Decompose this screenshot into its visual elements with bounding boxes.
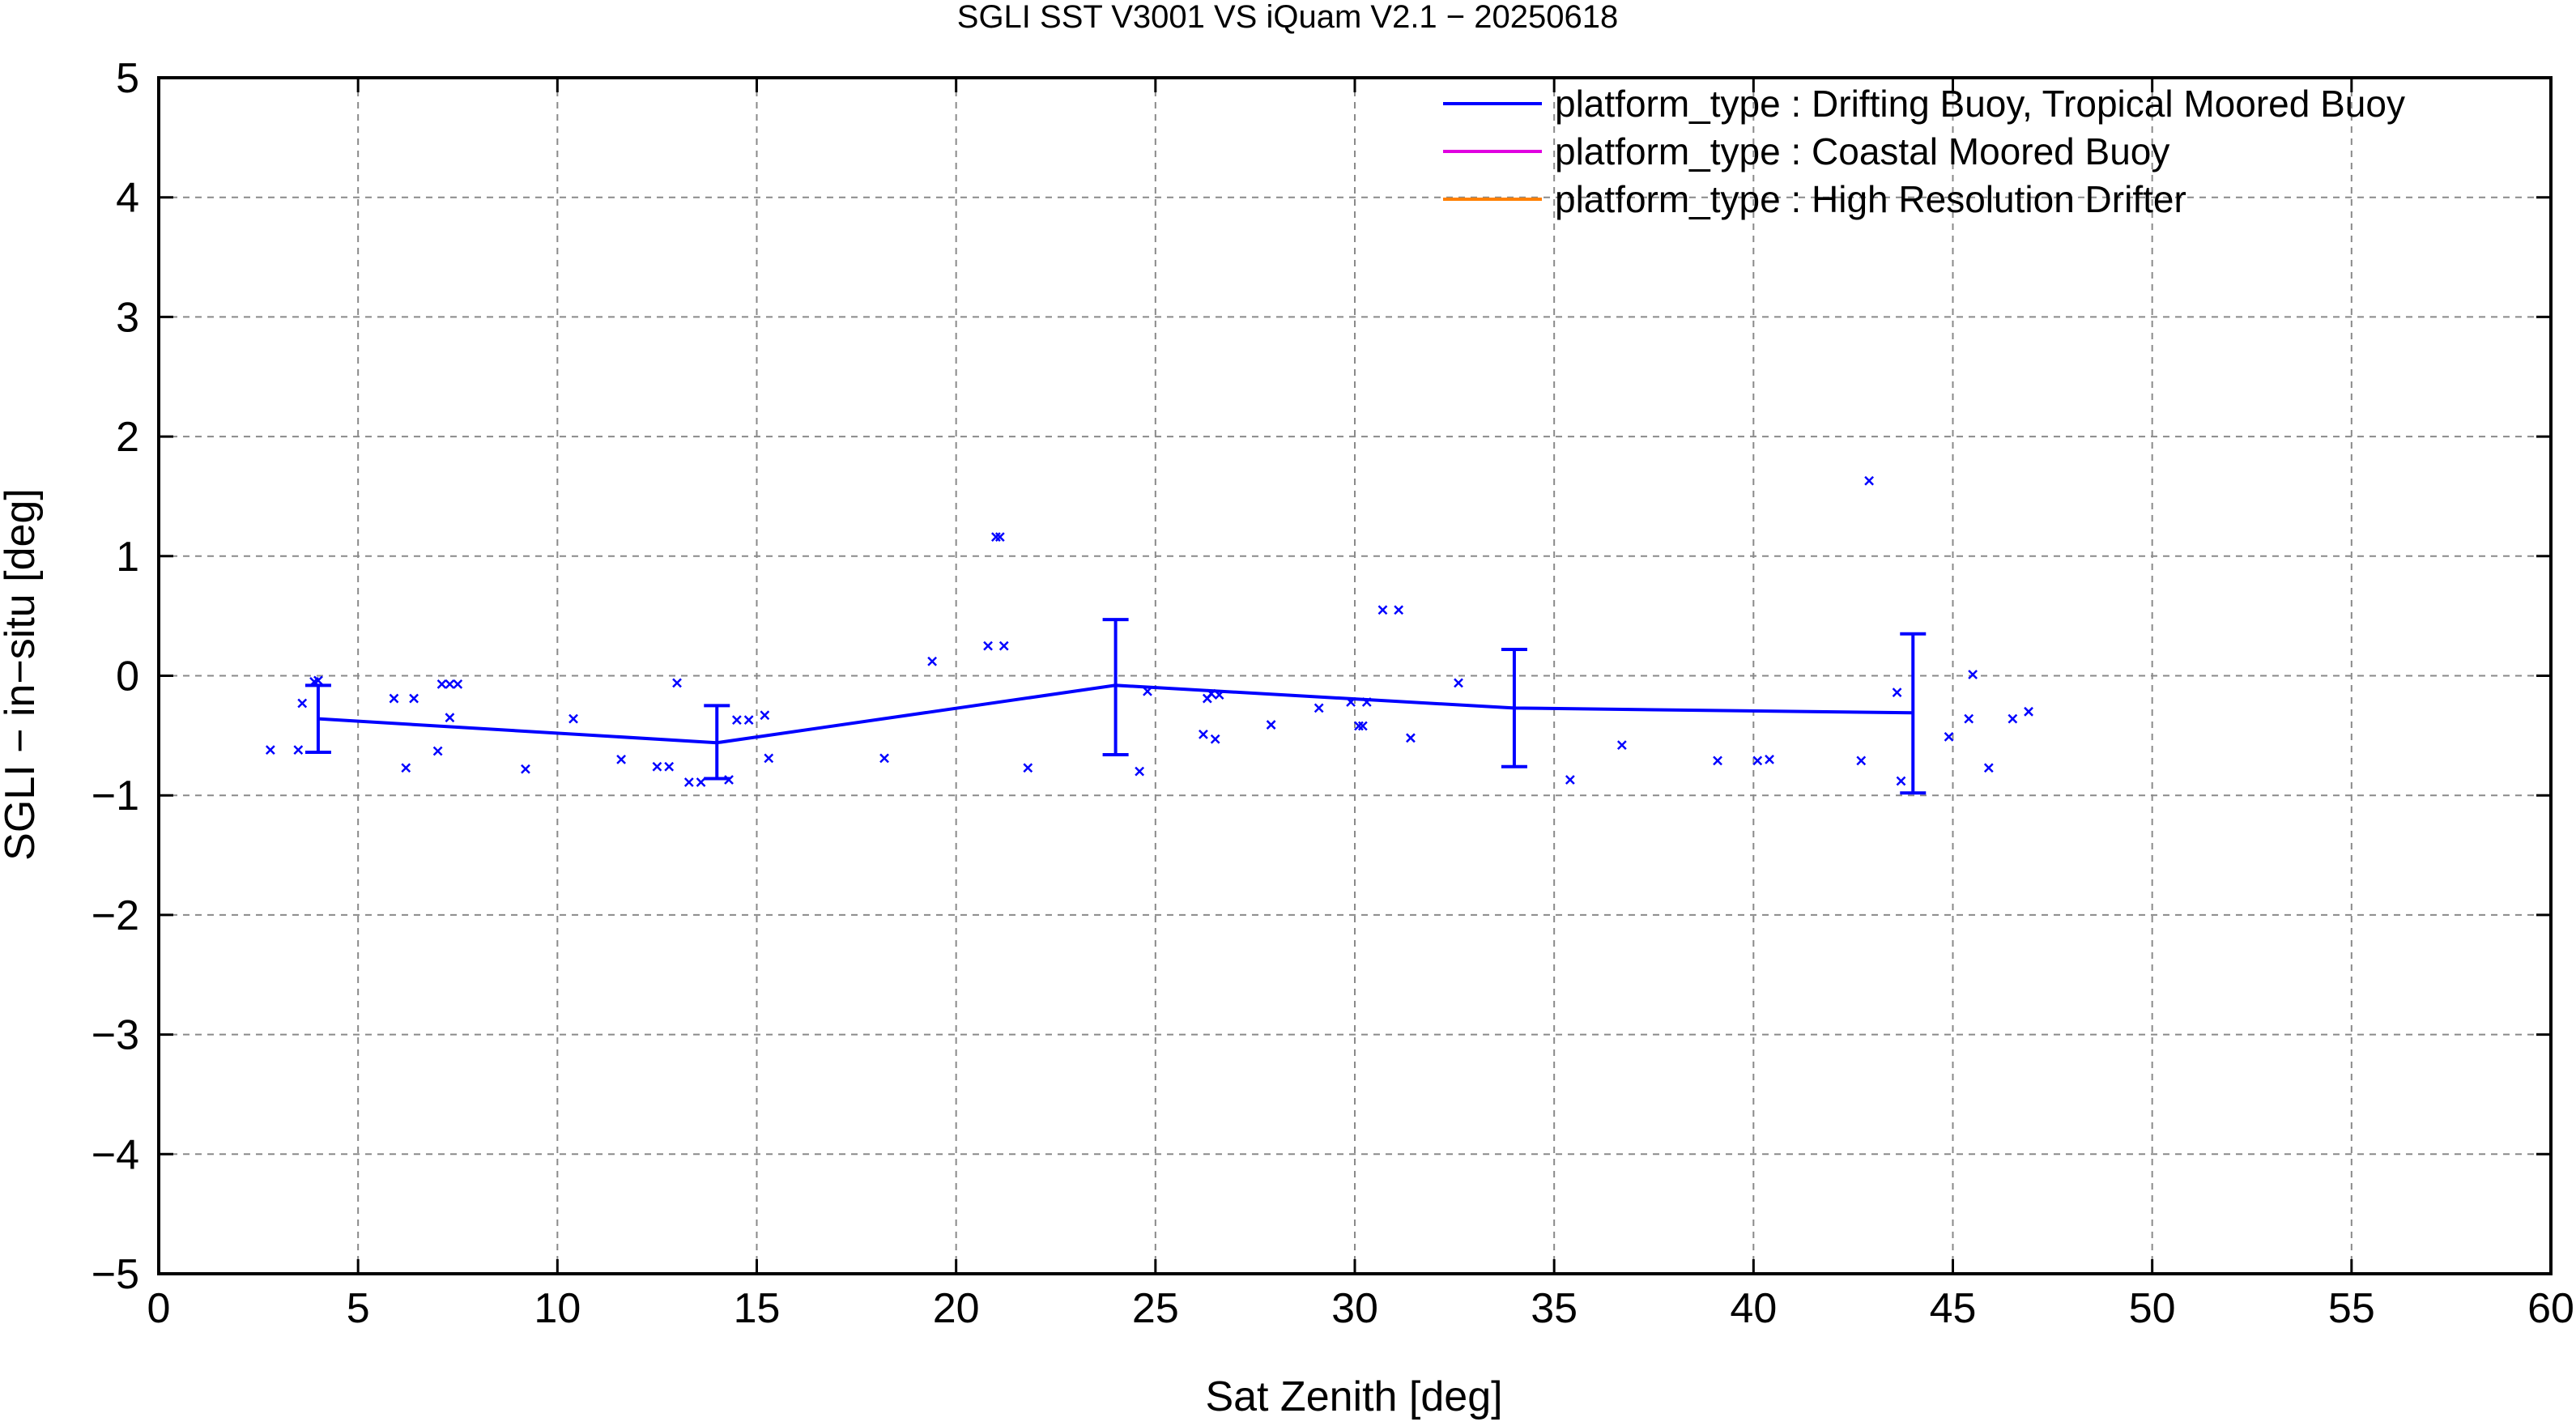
scatter-point: [1357, 721, 1368, 731]
chart-title: SGLI SST V3001 VS iQuam V2.1 − 20250618: [957, 0, 1618, 35]
scatter-point: [1210, 734, 1220, 744]
scatter-point: [1968, 670, 1978, 679]
scatter-point: [731, 715, 742, 726]
scatter-point: [616, 755, 626, 764]
scatter-point: [445, 713, 455, 723]
scatter-point: [994, 532, 1005, 543]
scatter-point: [1944, 731, 1954, 742]
x-tick-label: 60: [2527, 1285, 2574, 1332]
scatter-point: [1266, 720, 1276, 730]
y-tick-label: 1: [116, 534, 139, 581]
scatter-point: [1964, 713, 1974, 724]
grid-lines: [159, 78, 2551, 1274]
scatter-point: [453, 679, 463, 689]
scatter-point: [760, 710, 770, 721]
scatter-point: [672, 678, 682, 688]
scatter-point: [1199, 729, 1208, 739]
y-tick-label: 3: [116, 294, 139, 341]
scatter-point: [1713, 756, 1722, 766]
scatter-point: [2008, 713, 2018, 724]
legend-label: platform_type : High Resolution Drifter: [1555, 178, 2186, 220]
scatter-point: [743, 715, 754, 726]
scatter-point: [1864, 475, 1874, 486]
x-tick-label: 35: [1531, 1285, 1578, 1332]
scatter-point: [401, 763, 411, 773]
scatter-point: [1983, 763, 1994, 773]
scatter-point: [445, 679, 455, 689]
y-tick-label: −5: [92, 1251, 139, 1298]
scatter-point: [1406, 733, 1416, 743]
scatter-point: [983, 641, 993, 651]
x-tick-label: 10: [534, 1285, 581, 1332]
scatter-point: [652, 761, 662, 772]
scatter-point: [1314, 703, 1324, 713]
scatter-point: [664, 761, 675, 772]
x-axis-label: Sat Zenith [deg]: [1205, 1373, 1502, 1420]
scatter-point: [293, 745, 304, 755]
x-tick-label: 45: [1930, 1285, 1977, 1332]
scatter-point: [1377, 605, 1388, 615]
x-tick-label: 5: [347, 1285, 370, 1332]
x-tick-label: 50: [2129, 1285, 2176, 1332]
scatter-point: [568, 713, 578, 724]
scatter-point: [436, 679, 447, 689]
legend-label: platform_type : Coastal Moored Buoy: [1555, 130, 2169, 172]
y-tick-label: 4: [116, 175, 139, 222]
x-tick-label: 25: [1132, 1285, 1179, 1332]
scatter-point: [432, 746, 443, 756]
scatter-point: [998, 641, 1009, 651]
scatter-point: [696, 777, 706, 787]
x-tick-label: 30: [1331, 1285, 1378, 1332]
scatter-point: [521, 764, 530, 774]
y-tick-label: 5: [116, 55, 139, 102]
y-axis-label: SGLI − in−situ [deg]: [0, 488, 44, 861]
scatter-point: [1616, 740, 1627, 751]
scatter-point: [1565, 775, 1575, 785]
x-tick-label: 40: [1730, 1285, 1777, 1332]
y-tick-label: −3: [92, 1012, 139, 1059]
y-tick-label: 2: [116, 414, 139, 461]
legend-label: platform_type : Drifting Buoy, Tropical …: [1555, 83, 2405, 125]
y-tick-label: −1: [92, 773, 139, 819]
scatter-point: [1892, 687, 1902, 698]
scatter-point: [683, 777, 694, 787]
scatter-point: [1896, 776, 1906, 786]
scatter-point: [297, 698, 308, 709]
scatter-point: [1023, 763, 1033, 773]
scatter-point: [764, 753, 774, 764]
scatter-point: [389, 693, 399, 704]
scatter-point: [1394, 605, 1404, 615]
x-tick-label: 15: [734, 1285, 781, 1332]
legend: platform_type : Drifting Buoy, Tropical …: [1443, 83, 2405, 220]
scatter-point: [927, 656, 938, 666]
y-tick-label: −4: [92, 1131, 139, 1178]
data-series: [265, 475, 2033, 795]
scatter-point: [879, 753, 889, 764]
scatter-point: [1765, 755, 1774, 764]
x-tick-label: 0: [147, 1285, 171, 1332]
scatter-point: [2024, 706, 2033, 717]
scatter-point: [409, 693, 419, 704]
y-tick-label: 0: [116, 653, 139, 700]
y-tick-label: −2: [92, 892, 139, 939]
x-tick-label: 20: [933, 1285, 980, 1332]
scatter-point: [1454, 678, 1463, 688]
scatter-point: [1752, 756, 1763, 766]
scatter-point: [313, 675, 323, 686]
scatter-point: [1856, 756, 1867, 766]
x-tick-label: 55: [2328, 1285, 2375, 1332]
scatter-point: [265, 745, 275, 755]
scatter-point: [1135, 766, 1145, 777]
